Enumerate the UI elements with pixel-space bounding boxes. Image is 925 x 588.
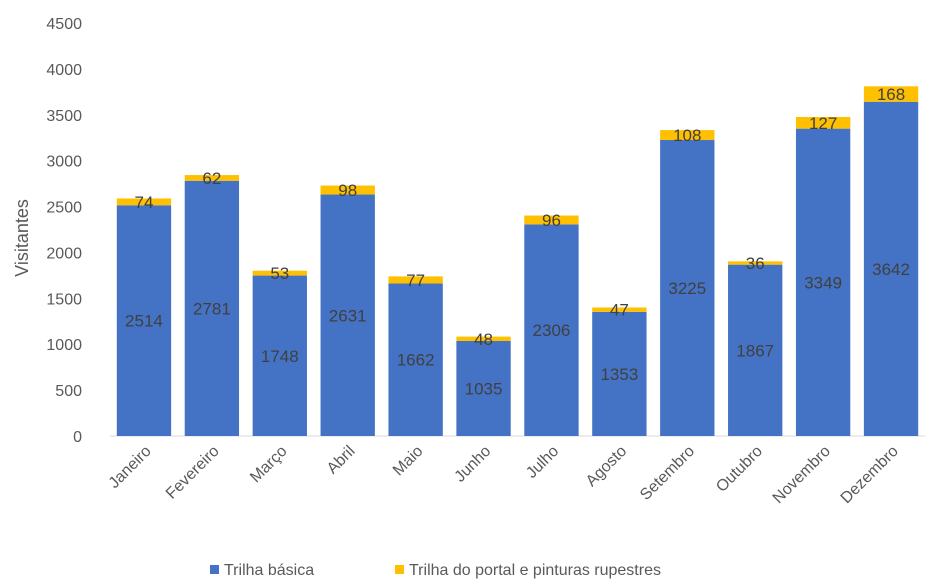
legend-swatch bbox=[210, 565, 219, 574]
bar-trilha-portal bbox=[728, 261, 783, 265]
x-tick-label: Fevereiro bbox=[163, 443, 223, 503]
y-axis-ticks: 0 500 1000 1500 2000 2500 3000 3500 4000 4500 bbox=[46, 16, 82, 446]
data-label-trilha-basica: 1748 bbox=[261, 347, 299, 366]
y-tick-label: 3500 bbox=[46, 108, 82, 125]
data-label-trilha-basica: 3225 bbox=[668, 279, 706, 298]
y-tick-label: 3000 bbox=[46, 154, 82, 171]
y-tick-label: 4000 bbox=[46, 62, 82, 79]
bar-trilha-basica bbox=[524, 224, 579, 436]
x-tick-label: Dezembro bbox=[838, 443, 902, 507]
y-tick-label: 500 bbox=[55, 383, 82, 400]
data-label-trilha-basica: 2631 bbox=[329, 306, 367, 325]
y-tick-label: 2500 bbox=[46, 200, 82, 217]
x-tick-label: Março bbox=[247, 443, 291, 487]
data-label-trilha-basica: 2781 bbox=[193, 299, 231, 318]
bar-trilha-basica bbox=[252, 275, 307, 436]
x-tick-label: Julho bbox=[523, 443, 562, 482]
bar-trilha-basica bbox=[116, 205, 172, 436]
data-label-trilha-portal: 168 bbox=[877, 85, 905, 104]
data-label-trilha-basica: 2514 bbox=[125, 312, 163, 331]
bar-trilha-basica bbox=[320, 194, 375, 436]
data-label-trilha-portal: 108 bbox=[673, 126, 701, 145]
x-tick-label: Janeiro bbox=[106, 443, 155, 492]
bar-trilha-basica bbox=[728, 264, 783, 436]
bar-trilha-portal bbox=[592, 307, 647, 312]
x-tick-label: Outubro bbox=[713, 443, 766, 496]
bar-trilha-basica bbox=[592, 311, 647, 436]
bar-trilha-portal bbox=[456, 336, 511, 342]
legend-label: Trilha do portal e pinturas rupestres bbox=[409, 562, 661, 579]
bar-trilha-basica bbox=[863, 101, 919, 436]
bar-trilha-portal bbox=[660, 130, 715, 141]
data-label-trilha-basica: 2306 bbox=[533, 321, 571, 340]
bar-trilha-portal bbox=[116, 198, 172, 206]
data-label-trilha-portal: 127 bbox=[809, 114, 837, 133]
data-label-trilha-portal: 77 bbox=[406, 271, 425, 290]
bar-trilha-portal bbox=[252, 270, 307, 276]
bar-trilha-basica bbox=[184, 180, 240, 436]
y-tick-label: 2000 bbox=[46, 245, 82, 262]
data-label-trilha-portal: 48 bbox=[474, 330, 493, 349]
y-axis-label: Visitantes bbox=[12, 199, 32, 277]
data-label-trilha-basica: 3642 bbox=[872, 260, 910, 279]
bar-trilha-portal bbox=[388, 276, 443, 284]
x-tick-label: Maio bbox=[390, 443, 427, 480]
y-tick-label: 1500 bbox=[46, 291, 82, 308]
x-tick-label: Novembro bbox=[770, 443, 834, 507]
bar-trilha-basica bbox=[388, 283, 443, 436]
bar-trilha-portal bbox=[320, 185, 375, 195]
x-axis-ticks: Janeiro Fevereiro Março Abril Maio Junho Julho… bbox=[106, 443, 902, 507]
legend: Trilha básica Trilha do portal e pinturas… bbox=[210, 562, 661, 579]
data-label-trilha-portal: 62 bbox=[202, 169, 221, 188]
bars-group: 2514 74 2781 62 1748 53 2631 98 1662 77 1035 48 2306… bbox=[116, 85, 919, 436]
data-label-trilha-portal: 53 bbox=[270, 264, 289, 283]
data-label-trilha-portal: 47 bbox=[610, 301, 629, 320]
x-tick-label: Junho bbox=[452, 443, 495, 486]
x-tick-label: Abril bbox=[324, 443, 359, 478]
legend-swatch bbox=[395, 565, 404, 574]
legend-label: Trilha básica bbox=[224, 562, 314, 579]
data-label-trilha-portal: 74 bbox=[134, 193, 153, 212]
data-label-trilha-portal: 36 bbox=[746, 254, 765, 273]
bar-trilha-basica bbox=[660, 140, 715, 436]
bar-trilha-basica bbox=[456, 341, 511, 436]
bar-trilha-portal bbox=[184, 175, 240, 181]
bar-trilha-basica bbox=[795, 128, 851, 436]
y-tick-label: 4500 bbox=[46, 16, 82, 33]
data-label-trilha-basica: 1035 bbox=[465, 380, 503, 399]
data-label-trilha-portal: 98 bbox=[338, 181, 357, 200]
data-label-trilha-basica: 1353 bbox=[600, 365, 638, 384]
y-tick-label: 0 bbox=[73, 429, 82, 446]
data-label-trilha-basica: 1867 bbox=[736, 341, 774, 360]
bar-trilha-portal bbox=[863, 86, 919, 102]
data-label-trilha-portal: 96 bbox=[542, 211, 561, 230]
bar-trilha-portal bbox=[795, 116, 851, 129]
data-label-trilha-basica: 1662 bbox=[397, 351, 435, 370]
bar-trilha-portal bbox=[524, 215, 579, 225]
x-tick-label: Agosto bbox=[583, 443, 630, 490]
x-tick-label: Setembro bbox=[637, 443, 698, 504]
y-tick-label: 1000 bbox=[46, 337, 82, 354]
data-label-trilha-basica: 3349 bbox=[804, 273, 842, 292]
